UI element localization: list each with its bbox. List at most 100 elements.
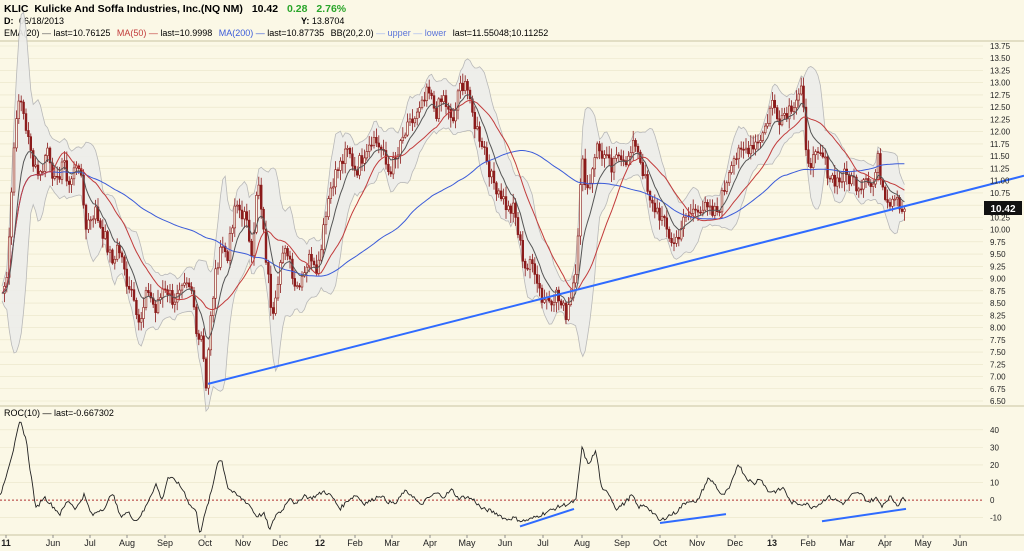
candle-body (418, 107, 421, 113)
bb-lower-label: lower (425, 28, 447, 38)
candle-body (363, 157, 366, 164)
candle-body (307, 253, 311, 268)
candle-body (236, 204, 239, 207)
candle-body (478, 126, 481, 142)
bollinger-upper-line (1, 11, 905, 287)
candle-body (466, 81, 469, 91)
candle-body (859, 188, 863, 191)
price-tick-label: 10.75 (990, 189, 1011, 198)
ema-legend-swatch: — (42, 28, 54, 38)
price-tick-label: 11.00 (990, 177, 1010, 186)
candle-body (713, 206, 717, 216)
candle-body (60, 161, 64, 180)
y-value: 13.8704 (312, 16, 345, 26)
candle-body (399, 140, 402, 156)
candle-body (401, 136, 404, 141)
price-badge: 10.42 (984, 201, 1022, 215)
candle-body (27, 130, 30, 137)
candle-body (581, 158, 585, 185)
x-tick-label: Jun (498, 538, 513, 548)
candle-body (144, 290, 148, 308)
candle-body (48, 147, 52, 164)
price-tick-label: 7.75 (990, 336, 1006, 345)
candle-body (840, 181, 844, 183)
candle-body (821, 152, 825, 158)
candle-body (271, 307, 275, 314)
date-label: D: (4, 16, 14, 26)
candle-body (816, 151, 820, 153)
candle-body (483, 146, 486, 148)
price-tick-label: 12.50 (990, 103, 1011, 112)
candle-body (605, 154, 609, 156)
price-tick-label: 12.75 (990, 91, 1011, 100)
candle-body (672, 242, 676, 245)
price-badge-text: 10.42 (990, 204, 1015, 215)
candle-body (442, 95, 445, 102)
candle-body (315, 264, 318, 274)
candle-body (435, 107, 438, 119)
candle-body (862, 179, 865, 190)
x-tick-label: Dec (727, 538, 744, 548)
price-tick-label: 13.75 (990, 42, 1011, 51)
candle-body (795, 99, 798, 109)
company-label: Kulicke And Soffa Industries, Inc.(NQ NM… (34, 3, 242, 15)
candle-body (855, 176, 858, 192)
candle-body (511, 202, 515, 214)
candle-body (761, 132, 765, 141)
ema-legend-last: last=10.76125 (54, 28, 111, 38)
candle-body (101, 226, 105, 239)
candle-body (58, 176, 61, 180)
candle-body (797, 93, 801, 101)
candle-body (730, 165, 733, 173)
candle-body (843, 168, 846, 182)
candle-body (509, 205, 512, 214)
candle-body (430, 92, 433, 96)
candle-body (451, 117, 455, 122)
candle-body (708, 205, 712, 208)
x-tick-label: Jul (537, 538, 549, 548)
candle-body (413, 118, 416, 124)
candle-body (379, 146, 383, 150)
candle-body (427, 86, 431, 94)
candle-body (310, 253, 313, 262)
candle-body (773, 99, 777, 108)
candle-body (607, 154, 611, 159)
candle-body (696, 209, 700, 213)
x-tick-label: May (914, 538, 932, 548)
ma200-legend-name: MA(200) (219, 28, 254, 38)
candle-body (135, 299, 138, 316)
candle-body (742, 149, 745, 151)
candle-body (574, 274, 577, 284)
candle-body (240, 209, 244, 220)
price-tick-label: 11.75 (990, 140, 1010, 149)
candle-body (370, 144, 373, 147)
candle-body (252, 231, 256, 256)
candle-body (12, 147, 16, 193)
candle-body (507, 205, 510, 211)
roc-tick-label: 40 (990, 426, 999, 435)
candle-body (202, 335, 205, 360)
candle-body (130, 288, 133, 291)
price-tick-label: 10.25 (990, 213, 1011, 222)
candle-body (29, 136, 32, 151)
candle-body (68, 180, 71, 185)
candle-body (120, 252, 124, 258)
candle-body (583, 158, 587, 186)
candle-body (367, 144, 371, 152)
price-tick-label: 13.25 (990, 66, 1011, 75)
candle-body (823, 156, 827, 159)
candle-body (610, 157, 613, 173)
candle-body (375, 137, 378, 144)
candle-body (641, 162, 645, 177)
candle-body (195, 306, 198, 335)
candle-body (444, 95, 448, 107)
bollinger-band-fill (2, 12, 905, 412)
roc-y-axis: 40 30 20 10 0 -10 (990, 426, 1002, 523)
bb-lower-swatch: — (413, 28, 425, 38)
candle-body (646, 174, 649, 192)
candle-body (881, 179, 885, 188)
roc-legend-swatch: — (43, 408, 55, 418)
svg-text:EMA(20) — last=1: EMA(20) — last=10.76125 MA(50) — last=10… (4, 28, 548, 38)
candle-body (341, 160, 344, 164)
price-badge-box (984, 201, 1022, 215)
